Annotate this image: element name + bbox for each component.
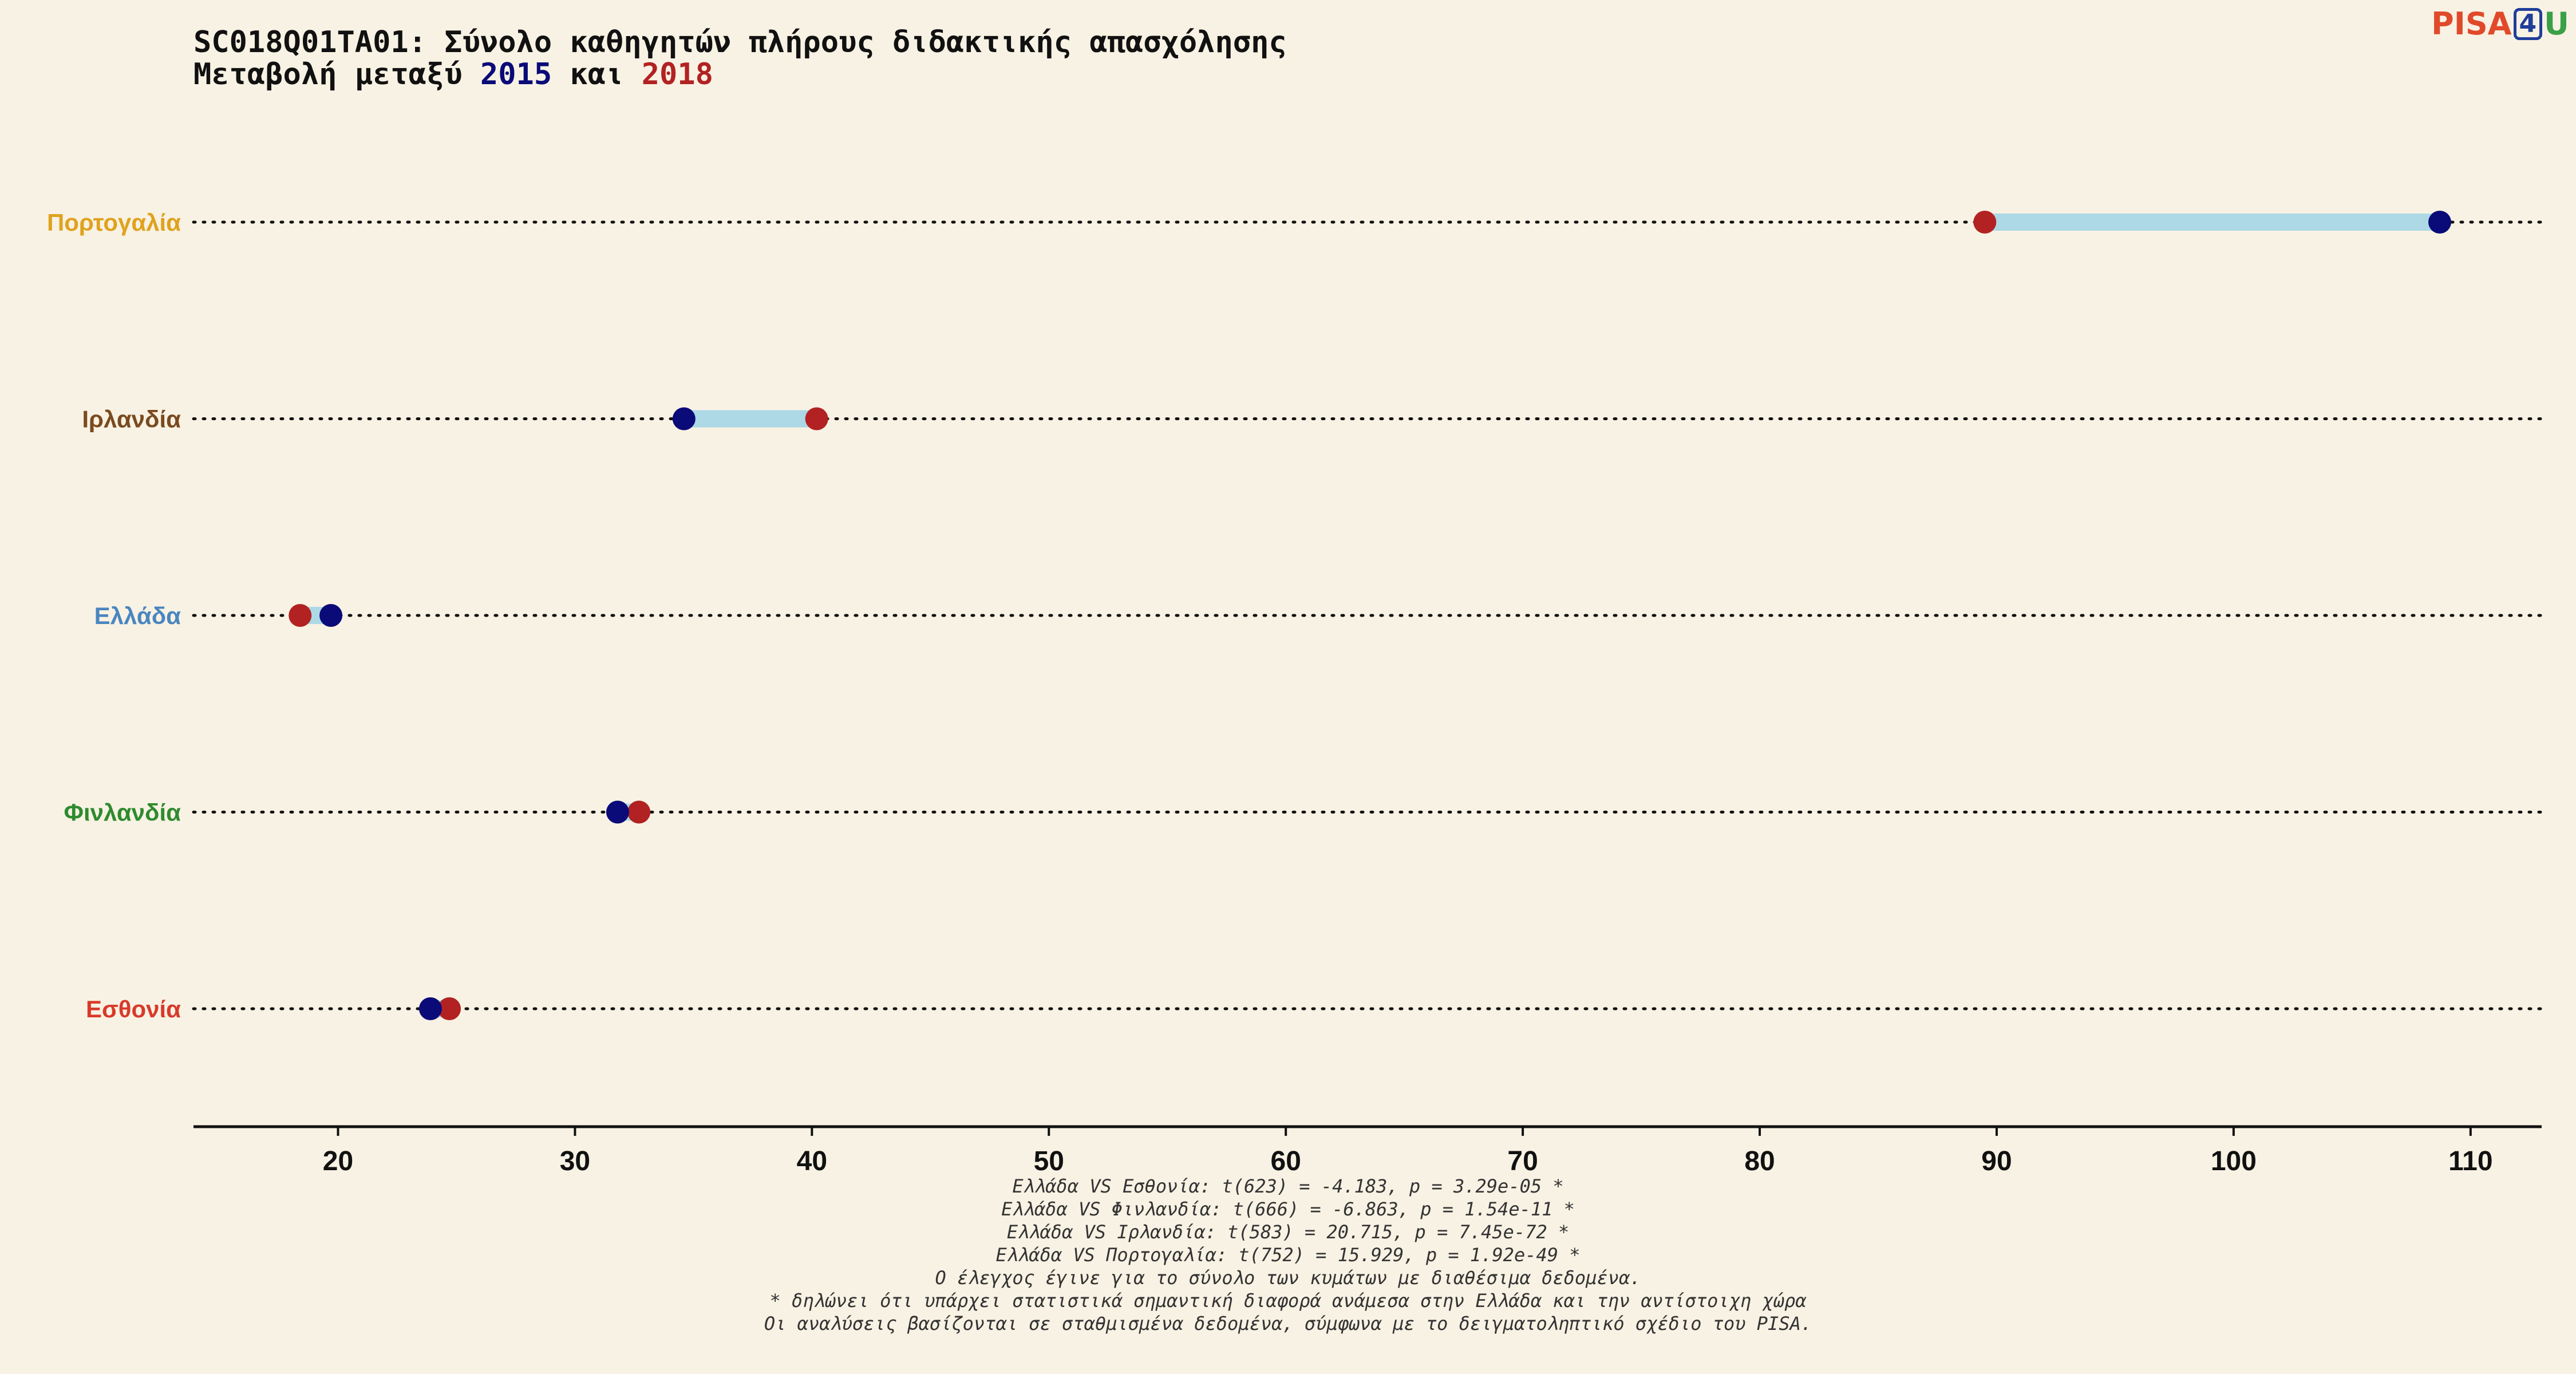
footnote-line: * δηλώνει ότι υπάρχει στατιστικά σημαντι… <box>769 1290 1807 1312</box>
row-4-category-label: Εσθονία <box>86 996 181 1022</box>
row-1-point-2018 <box>805 407 828 431</box>
row-2-category-label: Ελλάδα <box>94 602 181 629</box>
row-4-point-2018 <box>438 997 461 1020</box>
x-tick-label-50: 50 <box>1034 1146 1064 1176</box>
x-tick-label-60: 60 <box>1271 1146 1301 1176</box>
footnote-line: Ο έλεγχος έγινε για το σύνολο των κυμάτω… <box>935 1267 1641 1289</box>
footnote-line: Ελλάδα VS Φινλανδία: t(666) = -6.863, p … <box>1001 1198 1575 1220</box>
chart-title: SC018Q01TA01: Σύνολο καθηγητών πλήρους δ… <box>193 25 1287 60</box>
row-1-category-label: Ιρλανδία <box>82 406 181 433</box>
x-tick-label-20: 20 <box>323 1146 353 1176</box>
row-3-point-2018 <box>627 800 651 824</box>
row-3-category-label: Φινλανδία <box>64 799 181 826</box>
chart-subtitle: Μεταβολή μεταξύ 2015 και 2018 <box>193 57 713 92</box>
x-tick-label-100: 100 <box>2211 1146 2257 1176</box>
row-2-point-2015 <box>319 604 343 627</box>
x-tick-label-30: 30 <box>560 1146 590 1176</box>
logo-four-box: 4 <box>2513 7 2543 40</box>
x-tick-label-40: 40 <box>797 1146 827 1176</box>
footnote-line: Ελλάδα VS Ιρλανδία: t(583) = 20.715, p =… <box>1006 1221 1570 1243</box>
subtitle-year-2015: 2015 <box>480 57 552 92</box>
logo-u-text: U <box>2544 6 2569 42</box>
row-1-point-2015 <box>672 407 696 431</box>
pisa4u-logo: PISA 4 U <box>2431 6 2569 42</box>
x-tick-label-80: 80 <box>1744 1146 1775 1176</box>
x-tick-label-110: 110 <box>2448 1146 2492 1176</box>
footnote-line: Οι αναλύσεις βασίζονται σε σταθμισμένα δ… <box>764 1313 1812 1334</box>
subtitle-mid: και <box>552 57 642 92</box>
subtitle-prefix: Μεταβολή μεταξύ <box>193 57 480 92</box>
row-0-point-2015 <box>2428 211 2452 234</box>
footnote-line: Ελλάδα VS Εσθονία: t(623) = -4.183, p = … <box>1012 1175 1564 1197</box>
logo-pisa-text: PISA <box>2431 6 2512 42</box>
x-tick-label-70: 70 <box>1507 1146 1538 1176</box>
row-0-category-label: Πορτογαλία <box>47 209 181 236</box>
x-tick-label-90: 90 <box>1981 1146 2012 1176</box>
row-2-point-2018 <box>289 604 312 627</box>
footnote-line: Ελλάδα VS Πορτογαλία: t(752) = 15.929, p… <box>995 1244 1581 1266</box>
row-3-point-2015 <box>606 800 629 824</box>
footnotes: Ελλάδα VS Εσθονία: t(623) = -4.183, p = … <box>0 1175 2576 1335</box>
row-4-point-2015 <box>418 997 442 1020</box>
row-0-point-2018 <box>1973 211 1997 234</box>
subtitle-year-2018: 2018 <box>641 57 713 92</box>
